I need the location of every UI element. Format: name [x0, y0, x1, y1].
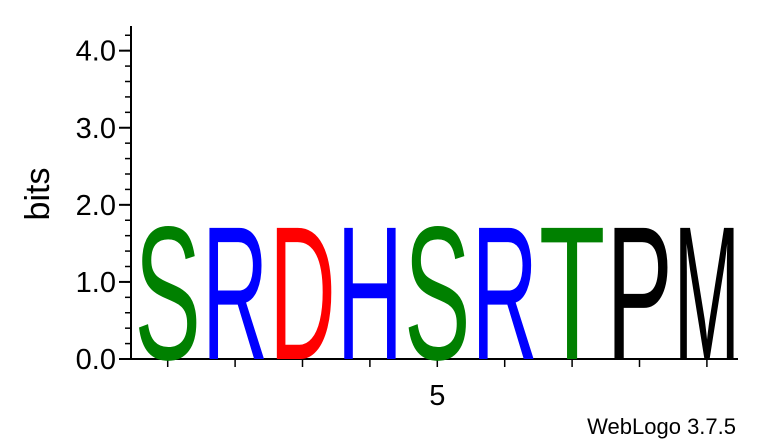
- y-axis: 0.0 1.0 2.0 3.0 4.0: [76, 26, 132, 376]
- y-tick-label: 2.0: [76, 190, 116, 222]
- residue-letter-t: T: [539, 187, 605, 400]
- x-tick-label: 5: [429, 380, 445, 412]
- residue-letter-p: P: [606, 187, 672, 400]
- y-tick-label: 1.0: [76, 267, 116, 299]
- residue-letter-r: R: [472, 187, 538, 400]
- residue-letter-h: H: [337, 187, 403, 400]
- y-tick-label: 0.0: [76, 344, 116, 376]
- residue-letter-m: M: [674, 187, 740, 400]
- residue-letter-s: S: [135, 187, 201, 400]
- y-tick-label: 3.0: [76, 113, 116, 145]
- y-tick-label: 4.0: [76, 36, 116, 68]
- x-axis: 5: [131, 358, 738, 412]
- residue-letter-s: S: [404, 187, 470, 400]
- weblogo-credit: WebLogo 3.7.5: [587, 414, 736, 439]
- y-axis-title: bits: [19, 168, 57, 221]
- residue-letter-r: R: [202, 187, 268, 400]
- residue-letter-d: D: [269, 187, 335, 400]
